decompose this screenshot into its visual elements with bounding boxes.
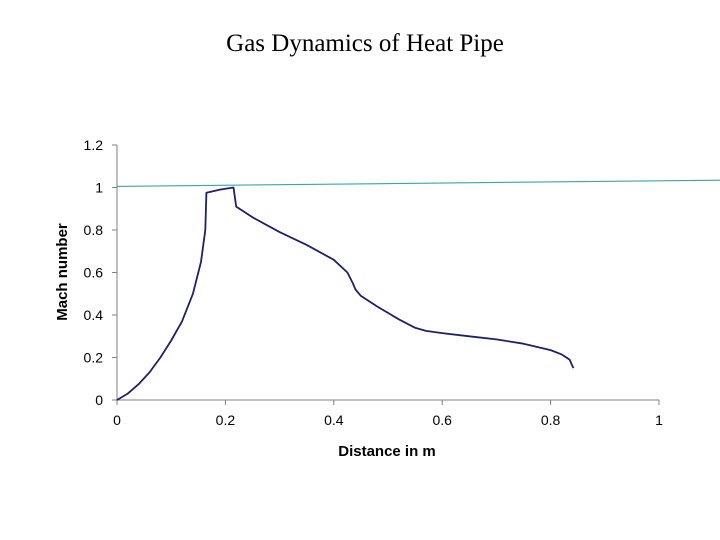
slide-title: Gas Dynamics of Heat Pipe (226, 30, 504, 57)
x-tick-label: 0.8 (541, 412, 561, 428)
x-tick-label: 1 (655, 412, 663, 428)
mach-number-line (116, 186, 575, 401)
x-tick-label: 0.2 (216, 412, 236, 428)
reference-line-mach-1 (116, 179, 720, 187)
x-tick-label: 0.4 (324, 412, 344, 428)
x-tick-label: 0.6 (432, 412, 452, 428)
y-tick-label: 0.2 (84, 350, 104, 366)
y-tick-label: 0.4 (84, 307, 104, 323)
y-tick-label: 0.6 (84, 265, 104, 281)
y-tick-label: 0.8 (84, 222, 104, 238)
y-tick-label: 1 (95, 180, 103, 196)
y-tick-label: 1.2 (84, 137, 104, 153)
x-tick-label: 0 (113, 412, 121, 428)
x-axis-group: 0 0.2 0.4 0.6 0.8 1 (113, 399, 663, 428)
y-tick-label: 0 (95, 392, 103, 408)
y-axis-group: 0 0.2 0.4 0.6 0.8 1 1.2 (84, 137, 118, 408)
series-group (116, 179, 720, 401)
x-axis-title: Distance in m (338, 443, 436, 460)
y-axis-title: Mach number (54, 223, 71, 321)
